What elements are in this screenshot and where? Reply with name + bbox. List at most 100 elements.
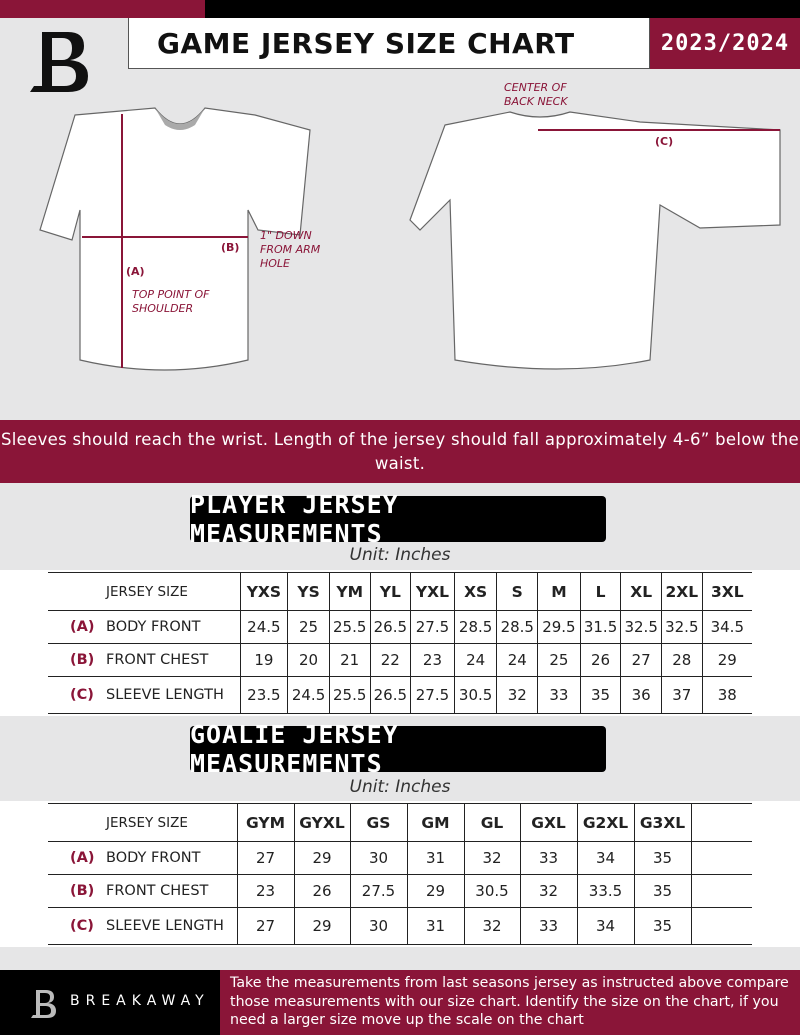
table-cell: 31.5	[579, 610, 621, 644]
row-label: (A) BODY FRONT	[48, 841, 237, 875]
footer-instructions: Take the measurements from last seasons …	[220, 970, 800, 1035]
size-header: G2XL	[576, 803, 634, 842]
table-cell: 35	[579, 676, 621, 714]
table-row: (B) FRONT CHEST 19 20 21 22 23 24 24 25 26 27 28 29	[48, 643, 752, 677]
table-cell: 33.5	[576, 874, 634, 908]
table-cell: 20	[287, 643, 330, 677]
table-cell: 23	[236, 874, 294, 908]
size-header: GXL	[519, 803, 577, 842]
table-cell: 22	[369, 643, 411, 677]
size-header: XS	[453, 572, 497, 611]
table-cell: 29	[293, 907, 350, 945]
table-cell: 24	[453, 643, 497, 677]
table-cell: 32.5	[660, 610, 703, 644]
table-cell: 32	[519, 874, 577, 908]
table-cell: 27.5	[349, 874, 407, 908]
size-header: M	[537, 572, 581, 611]
table-cell: 28	[660, 643, 703, 677]
table-cell: 29	[293, 841, 350, 875]
size-header: S	[496, 572, 538, 611]
player-unit: Unit: Inches	[349, 545, 451, 565]
table-cell: 32	[463, 841, 520, 875]
shoulder-note: TOP POINT OF SHOULDER	[132, 288, 210, 315]
table-cell: 25	[287, 610, 330, 644]
table-cell: 30.5	[453, 676, 497, 714]
size-header: GYXL	[293, 803, 350, 842]
row-name: BODY FRONT	[106, 619, 201, 635]
table-row: (A) BODY FRONT 24.5 25 25.5 26.5 27.5 28.5 28.5 2…	[48, 610, 752, 644]
size-header: YM	[328, 572, 370, 611]
table-cell: 25	[537, 643, 581, 677]
size-header: XL	[620, 572, 662, 611]
table-cell: 27.5	[410, 676, 455, 714]
breakaway-logo-icon	[30, 32, 88, 92]
row-name: FRONT CHEST	[106, 883, 209, 899]
table-cell: 27	[236, 841, 294, 875]
table-cell: 27	[236, 907, 294, 945]
table-cell	[690, 841, 752, 875]
size-header: G3XL	[633, 803, 691, 842]
table-cell: 24.5	[239, 610, 288, 644]
header-row: JERSEY SIZE GYM GYXL GS GM GL GXL G2XL G3XL	[48, 803, 752, 842]
table-cell: 33	[519, 907, 577, 945]
table-cell: 26	[579, 643, 621, 677]
goalie-size-table: JERSEY SIZE GYM GYXL GS GM GL GXL G2XL G3XL (A) BO…	[48, 803, 752, 945]
table-cell: 27	[620, 643, 662, 677]
table-cell: 24	[496, 643, 538, 677]
row-letter: (B)	[70, 652, 95, 668]
row-label: (C) SLEEVE LENGTH	[48, 907, 237, 945]
table-cell: 25.5	[328, 676, 370, 714]
table-cell: 35	[633, 907, 691, 945]
table-cell: 19	[239, 643, 288, 677]
size-header: GS	[349, 803, 407, 842]
center-back-neck-note: CENTER OF BACK NECK	[504, 81, 568, 108]
footer-brand: BREAKAWAY	[70, 993, 210, 1009]
row-letter: (C)	[70, 687, 94, 703]
table-cell: 30.5	[463, 874, 520, 908]
table-cell: 35	[633, 874, 691, 908]
season-badge: 2023/2024	[650, 18, 800, 69]
size-header: GYM	[236, 803, 294, 842]
table-row: (C) SLEEVE LENGTH 23.5 24.5 25.5 26.5 27.5 30.5…	[48, 676, 752, 714]
goalie-heading: GOALIE JERSEY MEASUREMENTS	[190, 720, 606, 778]
table-cell: 29	[701, 643, 752, 677]
player-size-table: JERSEY SIZE YXS YS YM YL YXL XS S M L XL 2XL 3XL (A) B…	[48, 572, 752, 714]
header-row: JERSEY SIZE YXS YS YM YL YXL XS S M L XL 2XL 3XL	[48, 572, 752, 611]
row-letter: (A)	[70, 850, 95, 866]
jersey-diagram	[39, 107, 781, 371]
table-cell: 21	[328, 643, 370, 677]
table-cell: 28.5	[453, 610, 497, 644]
table-cell: 33	[537, 676, 581, 714]
table-cell: 26.5	[369, 610, 411, 644]
row-label: (B) FRONT CHEST	[48, 874, 237, 908]
table-cell: 28.5	[496, 610, 538, 644]
row-letter: (C)	[70, 918, 94, 934]
size-header: 3XL	[701, 572, 752, 611]
size-header: L	[579, 572, 621, 611]
footer-logo-icon	[31, 990, 56, 1018]
top-black-bar	[205, 0, 800, 18]
table-cell: 36	[620, 676, 662, 714]
row-letter: (A)	[70, 619, 95, 635]
row-name: FRONT CHEST	[106, 652, 209, 668]
table-cell: 31	[406, 841, 464, 875]
table-cell: 23	[410, 643, 455, 677]
table-cell: 31	[406, 907, 464, 945]
size-header: YXS	[239, 572, 288, 611]
label-c: (C)	[655, 135, 674, 148]
table-cell: 38	[701, 676, 752, 714]
size-header: YS	[287, 572, 330, 611]
goalie-unit: Unit: Inches	[349, 777, 451, 797]
table-cell: 23.5	[239, 676, 288, 714]
row-label: (C) SLEEVE LENGTH	[48, 676, 240, 714]
row-name: BODY FRONT	[106, 850, 201, 866]
size-header: GM	[406, 803, 464, 842]
row-label: (B) FRONT CHEST	[48, 643, 240, 677]
page-title: GAME JERSEY SIZE CHART	[128, 18, 650, 69]
table-cell: 24.5	[287, 676, 330, 714]
table-row: (C) SLEEVE LENGTH 27 29 30 31 32 33 34 35	[48, 907, 752, 945]
table-cell: 25.5	[328, 610, 370, 644]
size-header: GL	[463, 803, 520, 842]
table-row: (B) FRONT CHEST 23 26 27.5 29 30.5 32 33.5 35	[48, 874, 752, 908]
table-cell: 32.5	[620, 610, 662, 644]
